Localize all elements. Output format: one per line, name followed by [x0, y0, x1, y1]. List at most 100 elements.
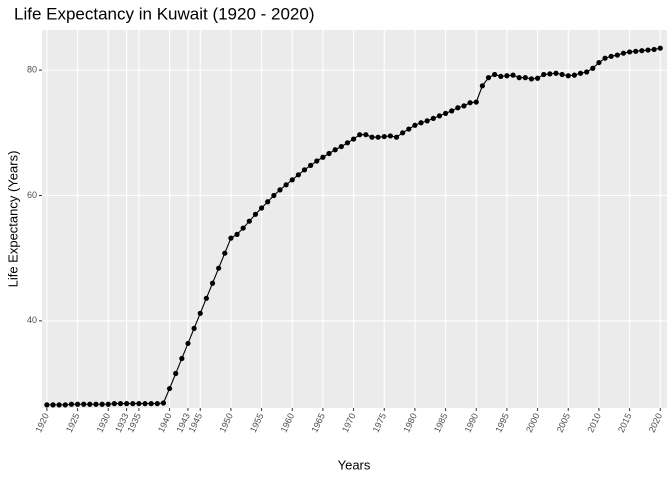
point	[197, 310, 203, 316]
x-tick-label: 1955	[248, 412, 266, 434]
point	[160, 400, 167, 406]
point	[369, 134, 375, 140]
point	[265, 199, 271, 205]
x-tick-label: 1925	[64, 412, 82, 434]
point	[424, 118, 430, 124]
point	[455, 105, 461, 111]
point	[173, 370, 179, 377]
point	[344, 140, 351, 146]
point	[142, 401, 148, 407]
point	[258, 205, 265, 211]
point	[516, 75, 522, 81]
point	[179, 355, 185, 362]
x-tick-label: 1940	[156, 412, 174, 434]
point	[436, 113, 443, 119]
point	[166, 385, 173, 392]
point	[393, 134, 400, 140]
point	[117, 401, 124, 407]
x-tick-label: 1990	[463, 412, 481, 434]
x-tick-label: 2000	[524, 412, 542, 434]
x-tick-label: 1920	[33, 412, 51, 434]
point	[504, 73, 510, 79]
point	[418, 120, 424, 126]
point	[222, 250, 228, 256]
x-tick-label: 1970	[340, 412, 358, 434]
point	[522, 75, 528, 81]
point	[528, 76, 535, 82]
point	[565, 73, 571, 79]
point	[387, 133, 393, 139]
point	[584, 69, 590, 75]
point	[430, 115, 436, 121]
x-tick-label: 2015	[616, 412, 634, 434]
point	[639, 48, 645, 54]
y-axis-label: Life Expectancy (Years)	[5, 151, 20, 288]
point	[320, 154, 326, 160]
point	[467, 100, 473, 106]
point	[442, 110, 449, 116]
x-axis-label: Years	[338, 457, 371, 472]
point	[240, 225, 246, 231]
point	[350, 136, 357, 142]
point	[277, 187, 283, 193]
point	[651, 46, 657, 53]
point	[614, 52, 620, 58]
point	[44, 402, 50, 408]
point	[87, 401, 93, 407]
point	[400, 130, 406, 136]
point	[154, 401, 160, 407]
point	[81, 401, 87, 407]
point	[541, 71, 547, 78]
point	[626, 49, 633, 55]
x-tick-label: 1985	[432, 412, 450, 434]
point	[50, 402, 56, 408]
point	[93, 401, 99, 407]
point	[461, 103, 467, 109]
x-tick-label: 1980	[401, 412, 419, 434]
point	[406, 126, 412, 132]
point	[136, 401, 142, 407]
x-tick-label: 1950	[217, 412, 235, 434]
point	[234, 231, 240, 237]
point	[105, 401, 111, 407]
point	[332, 147, 338, 153]
x-tick-label: 1965	[309, 412, 327, 434]
point	[338, 143, 344, 150]
point	[412, 122, 418, 128]
point	[492, 71, 498, 78]
point	[620, 50, 627, 56]
point	[449, 108, 455, 114]
point	[498, 73, 504, 79]
point	[74, 401, 81, 407]
point	[185, 340, 191, 347]
point	[559, 71, 565, 78]
point	[271, 192, 277, 199]
point	[246, 218, 252, 224]
point	[485, 75, 492, 81]
point	[148, 401, 154, 407]
point	[308, 162, 314, 169]
point	[209, 280, 216, 286]
x-tick-label: 2005	[555, 412, 573, 434]
point	[314, 158, 320, 164]
point	[608, 53, 614, 59]
y-tick-label: 60	[27, 190, 37, 200]
y-tick-label: 40	[27, 315, 37, 325]
point	[56, 402, 62, 408]
x-tick-label: 1975	[371, 412, 389, 434]
point	[375, 134, 381, 140]
point	[252, 211, 259, 217]
point	[216, 265, 222, 271]
point	[62, 402, 68, 408]
point	[534, 75, 541, 81]
x-tick-label: 1930	[95, 412, 113, 434]
point	[510, 72, 516, 78]
point	[547, 71, 553, 77]
x-tick-label: 1960	[279, 412, 297, 434]
point	[571, 72, 577, 78]
point	[68, 401, 75, 407]
point	[577, 70, 584, 76]
point	[357, 132, 363, 138]
point	[295, 172, 301, 178]
